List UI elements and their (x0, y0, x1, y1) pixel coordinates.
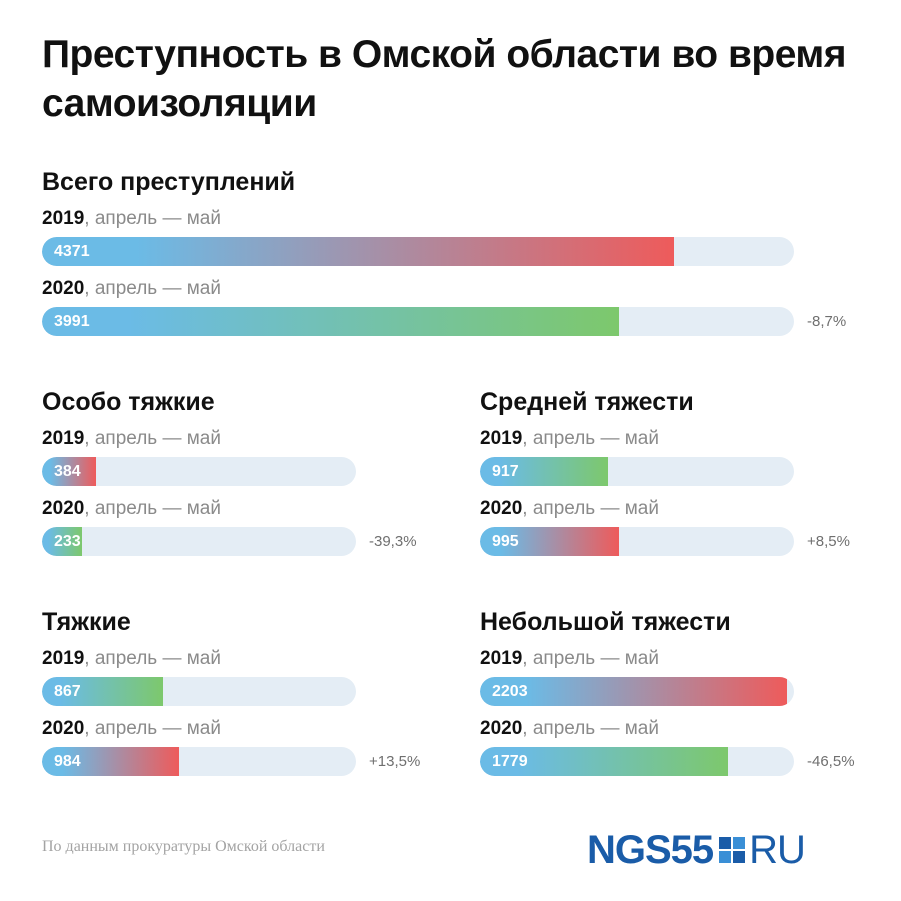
change-label: -8,7% (807, 313, 847, 330)
row-year: 2020 (480, 498, 523, 519)
row-period: , апрель — май (522, 648, 659, 669)
row-label: 2020, апрель — май (480, 718, 659, 740)
bar-track: 984 (42, 747, 356, 776)
source-note: По данным прокуратуры Омской области (42, 838, 325, 855)
chart-title: Небольшой тяжести (480, 608, 731, 636)
bar (42, 747, 179, 776)
row-label: 2019, апрель — май (42, 428, 221, 450)
row-year: 2020 (42, 278, 85, 299)
bar-value-label: 233 (54, 533, 81, 550)
change-label: +13,5% (369, 753, 421, 770)
bar-value-label: 4371 (54, 243, 90, 260)
row-year: 2020 (42, 498, 85, 519)
bar-track: 995 (480, 527, 794, 556)
row-year: 2020 (42, 718, 85, 739)
bar-track: 3991 (42, 307, 794, 336)
chart-title: Тяжкие (42, 608, 131, 636)
row-label: 2019, апрель — май (480, 428, 659, 450)
bar-track: 384 (42, 457, 356, 486)
bar-value-label: 917 (492, 463, 519, 480)
row-year: 2019 (480, 428, 523, 449)
bar-track: 867 (42, 677, 356, 706)
row-period: , апрель — май (522, 498, 659, 519)
bar-track: 4371 (42, 237, 794, 266)
bar (42, 527, 82, 556)
bar-track: 233 (42, 527, 356, 556)
bar-value-label: 1779 (492, 753, 528, 770)
bar (480, 747, 728, 776)
row-label: 2020, апрель — май (42, 498, 221, 520)
bar (480, 677, 787, 706)
change-label: -39,3% (369, 533, 417, 550)
row-year: 2019 (42, 428, 85, 449)
row-period: , апрель — май (84, 428, 221, 449)
bar-value-label: 995 (492, 533, 519, 550)
row-period: , апрель — май (522, 428, 659, 449)
row-period: , апрель — май (522, 718, 659, 739)
bar (480, 527, 619, 556)
bar-value-label: 984 (54, 753, 81, 770)
bar-track: 2203 (480, 677, 794, 706)
bar (42, 457, 96, 486)
bar (480, 457, 608, 486)
row-period: , апрель — май (84, 208, 221, 229)
chart-title: Всего преступлений (42, 168, 296, 196)
bar-value-label: 384 (54, 463, 81, 480)
row-period: , апрель — май (84, 648, 221, 669)
row-period: , апрель — май (84, 498, 221, 519)
logo-main-text: NGS55 (587, 828, 714, 872)
row-label: 2020, апрель — май (42, 278, 221, 300)
bar-value-label: 3991 (54, 313, 90, 330)
page-title: Преступность в Омской области во время с… (42, 33, 847, 125)
change-label: -46,5% (807, 753, 855, 770)
bar (42, 677, 163, 706)
bar-track: 917 (480, 457, 794, 486)
bar-track: 1779 (480, 747, 794, 776)
bar-value-label: 2203 (492, 683, 528, 700)
row-label: 2019, апрель — май (42, 208, 221, 230)
bar (42, 307, 619, 336)
change-label: +8,5% (807, 533, 850, 550)
row-label: 2020, апрель — май (480, 498, 659, 520)
row-year: 2019 (42, 648, 85, 669)
chart-title: Особо тяжкие (42, 388, 215, 416)
row-period: , апрель — май (84, 718, 221, 739)
row-label: 2019, апрель — май (42, 648, 221, 670)
row-year: 2019 (480, 648, 523, 669)
row-period: , апрель — май (84, 278, 221, 299)
logo-square-icon (719, 837, 746, 863)
row-label: 2019, апрель — май (480, 648, 659, 670)
row-year: 2020 (480, 718, 523, 739)
row-label: 2020, апрель — май (42, 718, 221, 740)
row-year: 2019 (42, 208, 85, 229)
ngs55-logo[interactable]: NGS55 RU (587, 828, 806, 872)
logo-suffix-text: RU (749, 828, 806, 872)
bar-value-label: 867 (54, 683, 81, 700)
bar (42, 237, 674, 266)
chart-title: Средней тяжести (480, 388, 694, 416)
